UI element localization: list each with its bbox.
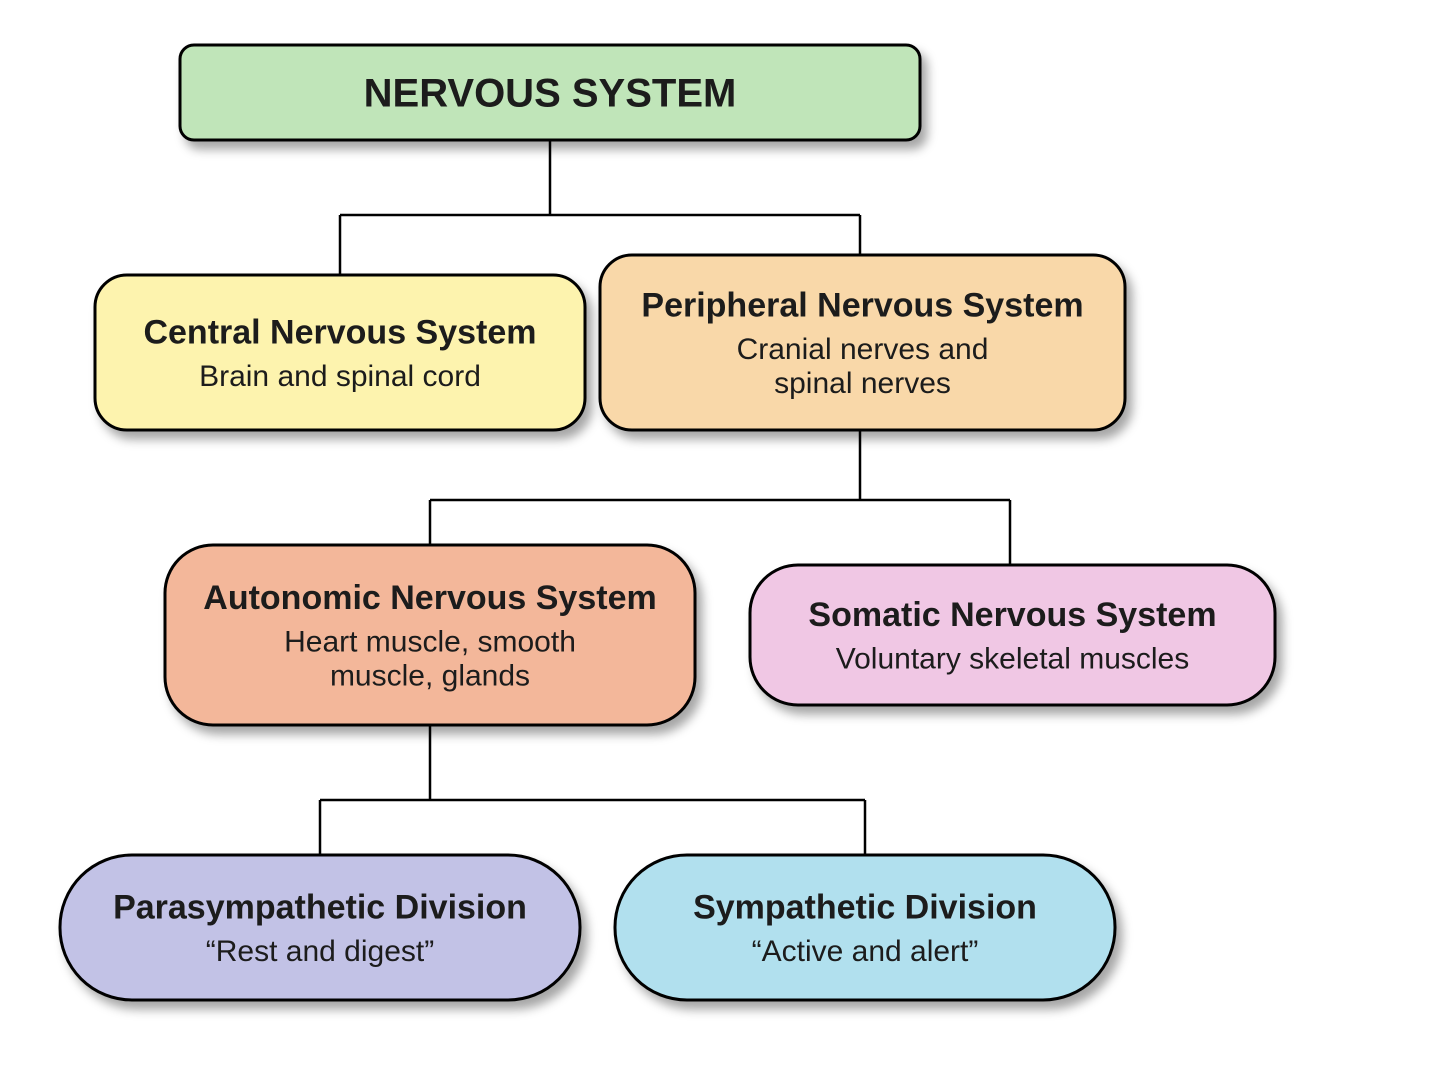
node-sns-subtitle-line-0: Voluntary skeletal muscles bbox=[836, 643, 1190, 676]
node-sns: Somatic Nervous System Voluntary skeletal… bbox=[750, 565, 1275, 705]
node-symp-subtitle-line-0: “Active and alert” bbox=[752, 935, 979, 968]
node-para-title: Parasympathetic Division bbox=[113, 888, 527, 926]
node-symp: Sympathetic Division “Active and alert” bbox=[615, 855, 1115, 1000]
node-symp-box bbox=[615, 855, 1115, 1000]
nervous-system-diagram: NERVOUS SYSTEM Central Nervous System Brai… bbox=[0, 0, 1456, 1092]
node-root: NERVOUS SYSTEM bbox=[180, 45, 920, 140]
node-para-subtitle-line-0: “Rest and digest” bbox=[206, 935, 434, 968]
node-ans-subtitle-line-0: Heart muscle, smooth bbox=[284, 626, 576, 659]
node-symp-title: Sympathetic Division bbox=[693, 888, 1037, 926]
node-pns: Peripheral Nervous System Cranial nerves … bbox=[600, 255, 1125, 430]
connectors bbox=[320, 140, 1010, 855]
node-ans: Autonomic Nervous System Heart muscle, sm… bbox=[165, 545, 695, 725]
node-sns-box bbox=[750, 565, 1275, 705]
node-root-title: NERVOUS SYSTEM bbox=[364, 72, 737, 116]
node-cns-title: Central Nervous System bbox=[143, 313, 536, 351]
node-pns-subtitle-line-0: Cranial nerves and bbox=[737, 333, 989, 366]
node-para: Parasympathetic Division “Rest and digest… bbox=[60, 855, 580, 1000]
node-ans-title: Autonomic Nervous System bbox=[203, 579, 656, 617]
node-para-box bbox=[60, 855, 580, 1000]
node-cns-box bbox=[95, 275, 585, 430]
nodes: NERVOUS SYSTEM Central Nervous System Brai… bbox=[60, 45, 1275, 1000]
node-pns-title: Peripheral Nervous System bbox=[641, 286, 1083, 324]
node-cns-subtitle-line-0: Brain and spinal cord bbox=[199, 360, 481, 393]
node-pns-subtitle-line-1: spinal nerves bbox=[774, 367, 951, 400]
node-cns: Central Nervous System Brain and spinal c… bbox=[95, 275, 585, 430]
node-ans-subtitle-line-1: muscle, glands bbox=[330, 660, 530, 693]
node-sns-title: Somatic Nervous System bbox=[808, 596, 1216, 634]
